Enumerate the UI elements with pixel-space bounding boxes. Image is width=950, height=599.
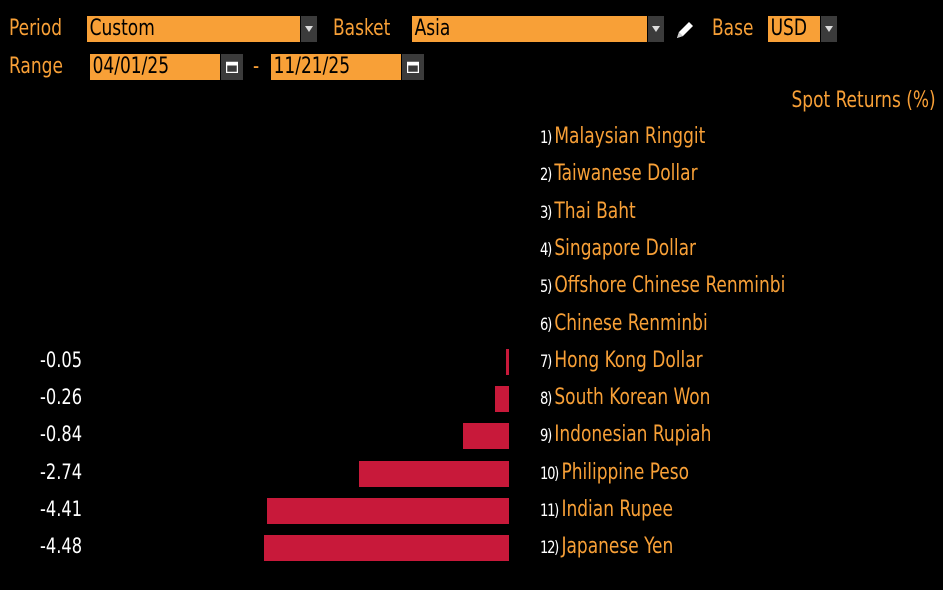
category-rank: 2) — [540, 165, 552, 185]
category-name: Japanese Yen — [561, 534, 674, 559]
category-rank: 7) — [540, 352, 552, 372]
bloomberg-screen: Period Custom Basket Asia Base USD Range… — [0, 0, 943, 590]
range-end-calendar-button[interactable] — [401, 54, 424, 80]
category-rank: 10) — [540, 464, 559, 484]
bar[interactable] — [267, 498, 509, 524]
category-rank: 9) — [540, 426, 552, 446]
category-name: Indonesian Rupiah — [554, 422, 712, 447]
base-label: Base — [712, 16, 754, 41]
data-value-label: -0.84 — [40, 422, 83, 446]
category-name: Indian Rupee — [561, 497, 673, 522]
period-dropdown-button[interactable] — [300, 16, 317, 42]
chevron-down-icon — [305, 26, 313, 32]
data-value-label: -2.74 — [40, 460, 83, 484]
edit-basket-button[interactable] — [674, 18, 696, 40]
range-dash: - — [253, 54, 260, 79]
basket-dropdown-button[interactable] — [647, 16, 664, 42]
range-start-calendar-button[interactable] — [220, 54, 243, 80]
category-label[interactable]: 11) Indian Rupee — [540, 497, 673, 522]
data-value-label: -4.48 — [40, 534, 83, 558]
category-label[interactable]: 7) Hong Kong Dollar — [540, 348, 703, 373]
category-name: Chinese Renminbi — [554, 311, 708, 336]
category-label[interactable]: 1) Malaysian Ringgit — [540, 124, 705, 149]
category-rank: 11) — [540, 501, 559, 521]
period-value: Custom — [89, 16, 155, 41]
category-label[interactable]: 2) Taiwanese Dollar — [540, 161, 698, 186]
chevron-down-icon — [652, 26, 660, 32]
data-value-label: -0.05 — [40, 348, 83, 372]
pencil-icon — [677, 22, 693, 38]
bar[interactable] — [463, 423, 509, 449]
calendar-icon — [226, 61, 238, 73]
basket-label: Basket — [333, 16, 391, 41]
category-label[interactable]: 9) Indonesian Rupiah — [540, 422, 711, 447]
category-rank: 4) — [540, 240, 552, 260]
bar[interactable] — [264, 535, 509, 561]
category-rank: 1) — [540, 128, 552, 148]
period-label: Period — [9, 16, 63, 41]
category-rank: 6) — [540, 315, 552, 335]
data-value-label: -0.26 — [40, 385, 83, 409]
category-label[interactable]: 8) South Korean Won — [540, 385, 710, 410]
bar[interactable] — [359, 461, 509, 487]
range-end-value: 11/21/25 — [273, 54, 351, 79]
data-value-label: -4.41 — [40, 497, 83, 521]
category-name: Singapore Dollar — [554, 236, 697, 261]
base-select[interactable]: USD — [768, 16, 820, 42]
range-start-value: 04/01/25 — [92, 54, 170, 79]
range-start-input[interactable]: 04/01/25 — [90, 54, 220, 80]
category-name: Philippine Peso — [561, 460, 690, 485]
chart-title: Spot Returns (%) — [791, 88, 936, 113]
range-label: Range — [9, 54, 63, 79]
category-name: Thai Baht — [554, 199, 636, 224]
category-label[interactable]: 5) Offshore Chinese Renminbi — [540, 273, 785, 298]
base-value: USD — [770, 16, 807, 41]
bar[interactable] — [495, 386, 509, 412]
category-name: Taiwanese Dollar — [554, 161, 698, 186]
basket-value: Asia — [414, 16, 451, 41]
base-dropdown-button[interactable] — [820, 16, 837, 42]
category-name: Malaysian Ringgit — [554, 124, 706, 149]
category-name: Hong Kong Dollar — [554, 348, 703, 373]
category-rank: 5) — [540, 277, 552, 297]
category-label[interactable]: 12) Japanese Yen — [540, 534, 673, 559]
category-name: Offshore Chinese Renminbi — [554, 273, 786, 298]
period-select[interactable]: Custom — [87, 16, 300, 42]
category-rank: 8) — [540, 389, 552, 409]
category-label[interactable]: 3) Thai Baht — [540, 199, 636, 224]
chevron-down-icon — [825, 26, 833, 32]
calendar-icon — [407, 61, 419, 73]
range-end-input[interactable]: 11/21/25 — [271, 54, 401, 80]
category-label[interactable]: 4) Singapore Dollar — [540, 236, 696, 261]
category-rank: 12) — [540, 538, 559, 558]
category-label[interactable]: 10) Philippine Peso — [540, 460, 689, 485]
basket-select[interactable]: Asia — [412, 16, 647, 42]
bar[interactable] — [506, 349, 509, 375]
category-rank: 3) — [540, 203, 552, 223]
category-label[interactable]: 6) Chinese Renminbi — [540, 311, 708, 336]
category-name: South Korean Won — [554, 385, 711, 410]
